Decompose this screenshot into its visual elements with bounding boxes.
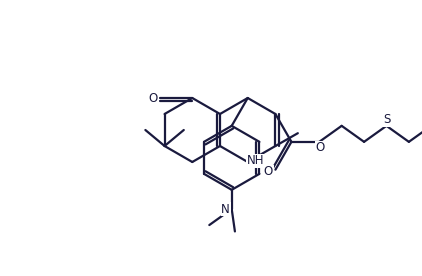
Text: O: O — [149, 92, 158, 105]
Text: N: N — [221, 203, 230, 216]
Text: S: S — [383, 113, 390, 126]
Text: O: O — [316, 141, 325, 154]
Text: O: O — [264, 165, 273, 178]
Text: NH: NH — [247, 155, 265, 168]
